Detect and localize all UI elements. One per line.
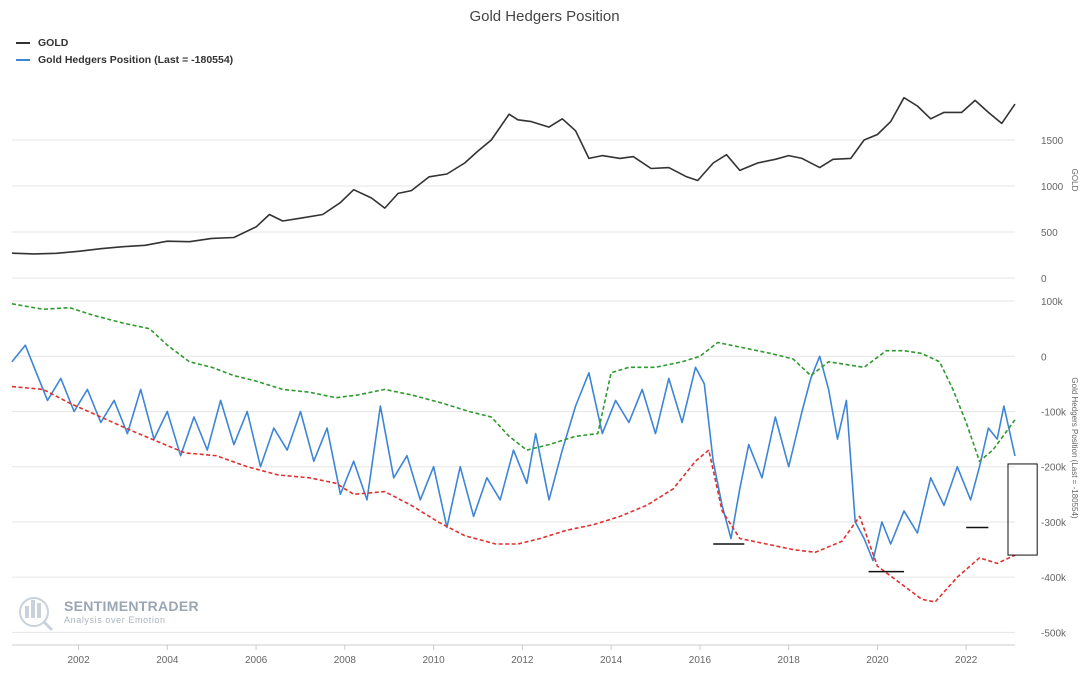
hedgers-axis-title: Gold Hedgers Position (Last = -180554)	[1070, 377, 1079, 519]
gold-y-tick-label: 1000	[1041, 182, 1064, 193]
gold-y-tick-label: 0	[1041, 274, 1047, 285]
annotation-layer	[713, 463, 1038, 573]
x-tick-label: 2014	[600, 655, 623, 666]
x-tick-label: 2006	[245, 655, 268, 666]
hedgers-y-tick-label: 0	[1041, 352, 1047, 363]
watermark-tagline: Analysis over Emotion	[64, 615, 166, 625]
x-tick-label: 2002	[67, 655, 90, 666]
hedgers-y-tick-label: -500k	[1041, 628, 1067, 639]
gold-y-tick-label: 500	[1041, 228, 1058, 239]
hedgers-y-tick-label: -300k	[1041, 518, 1067, 529]
gold-series-gold-line	[11, 96, 1016, 255]
watermark-logo-icon	[19, 597, 54, 632]
legend-swatch-gold	[16, 41, 30, 44]
x-tick-label: 2016	[689, 655, 712, 666]
axis-layer: GOLD Gold Hedgers Position (Last = -1805…	[12, 136, 1079, 666]
current-range-box	[1007, 463, 1038, 556]
legend-swatch-hedgers	[16, 58, 30, 61]
hedgers-series-lower-line	[11, 385, 1016, 603]
gold-y-tick-label: 1500	[1041, 136, 1064, 147]
legend-item-gold[interactable]: GOLD	[16, 34, 233, 51]
legend-label-gold: GOLD	[38, 36, 69, 49]
watermark: SENTIMENTRADER Analysis over Emotion	[19, 597, 199, 632]
x-tick-label: 2010	[422, 655, 445, 666]
legend-item-hedgers[interactable]: Gold Hedgers Position (Last = -180554)	[16, 51, 233, 68]
watermark-name: SENTIMENTRADER	[64, 598, 199, 614]
hedgers-y-tick-label: 100k	[1041, 297, 1064, 308]
series-layer	[11, 96, 1016, 603]
legend-label-hedgers: Gold Hedgers Position (Last = -180554)	[38, 53, 234, 66]
x-tick-label: 2008	[334, 655, 357, 666]
grid-lines	[12, 139, 1015, 633]
x-tick-label: 2004	[156, 655, 179, 666]
hedgers-y-tick-label: -100k	[1041, 407, 1067, 418]
x-tick-label: 2020	[866, 655, 889, 666]
x-tick-label: 2018	[778, 655, 801, 666]
hedgers-y-tick-label: -400k	[1041, 573, 1067, 584]
hedgers-series-gold-line	[11, 344, 1016, 562]
chart-legend: GOLD Gold Hedgers Position (Last = -1805…	[16, 34, 233, 68]
chart-title: Gold Hedgers Position	[469, 8, 620, 25]
hedgers-y-tick-label: -200k	[1041, 463, 1067, 474]
gold-axis-title: GOLD	[1070, 169, 1079, 192]
x-tick-label: 2022	[955, 655, 978, 666]
x-tick-label: 2012	[511, 655, 534, 666]
hedgers-series-upper-line	[11, 303, 1016, 462]
